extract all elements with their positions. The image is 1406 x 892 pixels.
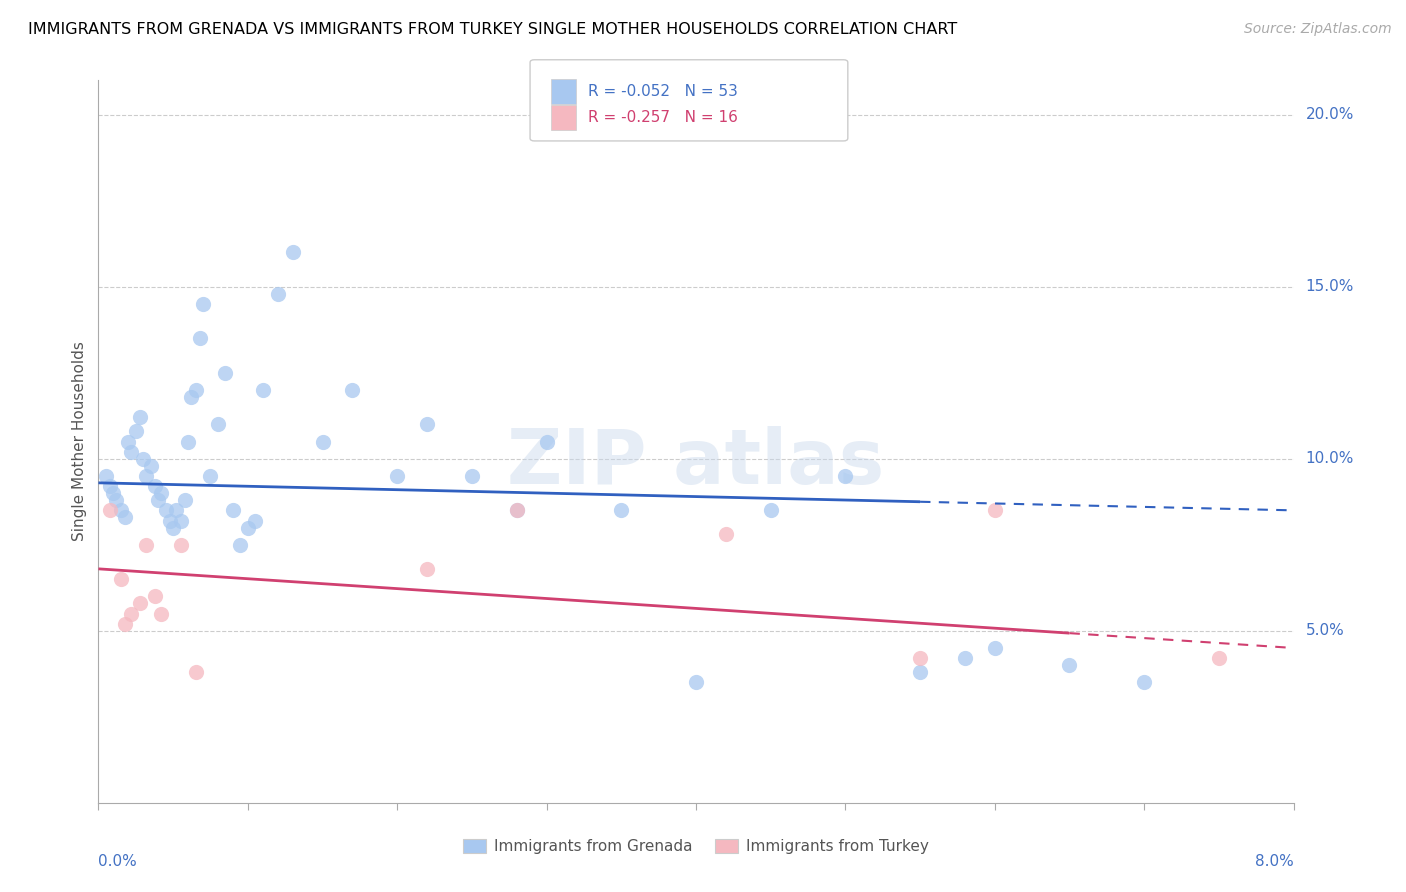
Text: Source: ZipAtlas.com: Source: ZipAtlas.com [1244,22,1392,37]
Point [685,675,707,690]
Point [416,562,439,576]
Point [229,538,252,552]
Point [139,458,162,473]
Point [207,417,229,432]
Point [135,538,157,552]
Point [461,469,484,483]
Text: 20.0%: 20.0% [1306,107,1354,122]
Point [536,434,558,449]
Point [222,503,245,517]
Point [125,424,148,438]
Point [200,469,222,483]
Point [281,245,304,260]
Point [129,410,152,425]
Text: ZIP atlas: ZIP atlas [508,426,884,500]
Point [714,527,737,541]
Y-axis label: Single Mother Households: Single Mother Households [72,342,87,541]
Point [174,493,197,508]
Point [103,486,125,500]
Point [610,503,633,517]
Point [188,331,211,345]
Point [94,469,117,483]
Point [155,503,177,517]
Point [150,486,173,500]
Point [834,469,856,483]
Point [1059,658,1081,673]
Point [1208,651,1230,665]
Point [184,383,207,397]
Point [236,520,259,534]
Point [105,493,128,508]
Point [117,434,139,449]
Point [143,479,166,493]
Point [177,434,200,449]
Point [245,514,267,528]
Point [191,297,214,311]
Point [506,503,529,517]
Point [98,479,122,493]
Point [143,590,166,604]
Text: R = -0.257   N = 16: R = -0.257 N = 16 [588,110,738,125]
Text: R = -0.052   N = 53: R = -0.052 N = 53 [588,84,738,99]
Point [416,417,439,432]
Point [759,503,782,517]
Point [135,469,157,483]
Point [169,538,191,552]
Point [159,514,181,528]
Point [148,493,170,508]
Point [267,286,290,301]
Point [252,383,274,397]
Point [342,383,364,397]
Point [214,366,236,380]
Text: 8.0%: 8.0% [1254,855,1294,870]
Point [984,503,1007,517]
Point [98,503,122,517]
Point [506,503,529,517]
Point [953,651,976,665]
Point [162,520,184,534]
Point [180,390,202,404]
Point [311,434,333,449]
Point [129,596,152,610]
Point [110,572,132,586]
Point [114,510,136,524]
Point [132,451,155,466]
Text: 10.0%: 10.0% [1306,451,1354,467]
Text: 15.0%: 15.0% [1306,279,1354,294]
Text: 0.0%: 0.0% [98,855,138,870]
Point [908,665,931,679]
Text: IMMIGRANTS FROM GRENADA VS IMMIGRANTS FROM TURKEY SINGLE MOTHER HOUSEHOLDS CORRE: IMMIGRANTS FROM GRENADA VS IMMIGRANTS FR… [28,22,957,37]
Point [184,665,207,679]
Point [114,616,136,631]
Point [984,640,1007,655]
Point [169,514,191,528]
Point [120,607,142,621]
Point [385,469,409,483]
Point [165,503,187,517]
Point [1133,675,1156,690]
Point [150,607,173,621]
Point [120,445,142,459]
Point [908,651,931,665]
Legend: Immigrants from Grenada, Immigrants from Turkey: Immigrants from Grenada, Immigrants from… [457,833,935,860]
Text: 5.0%: 5.0% [1306,624,1344,639]
Point [110,503,132,517]
